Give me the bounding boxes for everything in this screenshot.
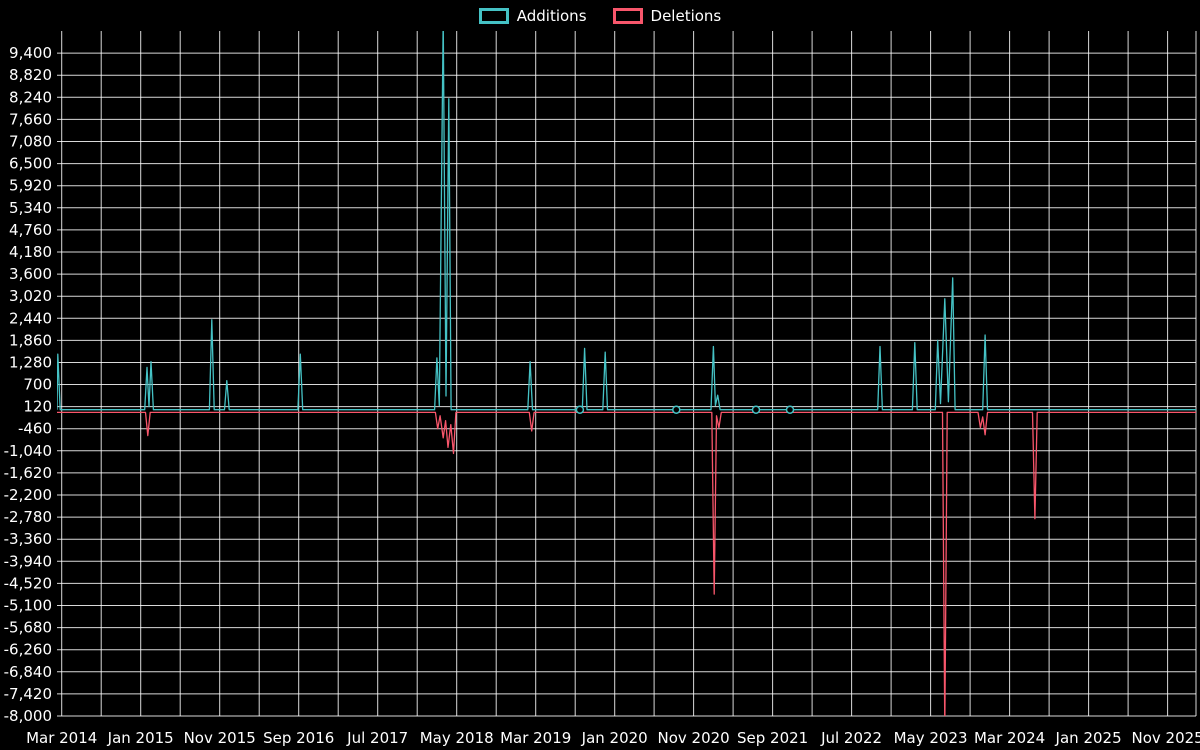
svg-text:-2,780: -2,780 xyxy=(4,508,52,526)
svg-text:4,760: 4,760 xyxy=(9,221,52,239)
svg-text:Jul 2017: Jul 2017 xyxy=(346,729,408,747)
svg-text:-6,840: -6,840 xyxy=(4,663,52,681)
svg-text:Mar 2014: Mar 2014 xyxy=(26,729,97,747)
legend-item-additions[interactable]: Additions xyxy=(478,7,587,25)
svg-text:Mar 2019: Mar 2019 xyxy=(500,729,571,747)
svg-text:-7,420: -7,420 xyxy=(4,685,52,703)
svg-text:4,180: 4,180 xyxy=(9,243,52,261)
svg-text:3,020: 3,020 xyxy=(9,287,52,305)
svg-text:-5,100: -5,100 xyxy=(4,597,52,615)
legend-item-deletions[interactable]: Deletions xyxy=(612,7,722,25)
svg-text:1,860: 1,860 xyxy=(9,331,52,349)
svg-text:6,500: 6,500 xyxy=(9,155,52,173)
svg-text:5,340: 5,340 xyxy=(9,199,52,217)
svg-text:2,440: 2,440 xyxy=(9,309,52,327)
svg-text:May 2018: May 2018 xyxy=(420,729,494,747)
svg-text:Mar 2024: Mar 2024 xyxy=(974,729,1045,747)
svg-text:Sep 2016: Sep 2016 xyxy=(263,729,334,747)
svg-text:Nov 2025: Nov 2025 xyxy=(1131,729,1200,747)
svg-text:1,280: 1,280 xyxy=(9,354,52,372)
svg-text:3,600: 3,600 xyxy=(9,265,52,283)
deletions-label: Deletions xyxy=(650,7,722,25)
svg-text:-3,940: -3,940 xyxy=(4,552,52,570)
svg-text:8,240: 8,240 xyxy=(9,88,52,106)
svg-text:Jan 2015: Jan 2015 xyxy=(107,729,174,747)
svg-text:-1,040: -1,040 xyxy=(4,442,52,460)
svg-text:Jan 2025: Jan 2025 xyxy=(1055,729,1122,747)
svg-text:Nov 2015: Nov 2015 xyxy=(184,729,256,747)
svg-text:8,820: 8,820 xyxy=(9,66,52,84)
svg-text:-4,520: -4,520 xyxy=(4,574,52,592)
svg-text:-1,620: -1,620 xyxy=(4,464,52,482)
svg-text:-6,260: -6,260 xyxy=(4,641,52,659)
svg-text:Sep 2021: Sep 2021 xyxy=(737,729,808,747)
svg-text:-2,200: -2,200 xyxy=(4,486,52,504)
svg-text:-8,000: -8,000 xyxy=(4,707,52,725)
svg-text:7,660: 7,660 xyxy=(9,110,52,128)
svg-text:7,080: 7,080 xyxy=(9,133,52,151)
additions-label: Additions xyxy=(516,7,587,25)
svg-text:Nov 2020: Nov 2020 xyxy=(657,729,729,747)
deletions-swatch-icon xyxy=(612,8,643,24)
svg-text:Jan 2020: Jan 2020 xyxy=(581,729,648,747)
svg-text:-5,680: -5,680 xyxy=(4,619,52,637)
chart-legend: Additions Deletions xyxy=(0,7,1200,25)
svg-text:700: 700 xyxy=(23,376,52,394)
svg-text:Jul 2022: Jul 2022 xyxy=(820,729,882,747)
svg-text:-3,360: -3,360 xyxy=(4,530,52,548)
svg-text:May 2023: May 2023 xyxy=(894,729,968,747)
svg-text:120: 120 xyxy=(23,398,52,416)
svg-text:-460: -460 xyxy=(18,420,52,438)
additions-swatch-icon xyxy=(478,8,509,24)
svg-text:9,400: 9,400 xyxy=(9,44,52,62)
svg-text:5,920: 5,920 xyxy=(9,177,52,195)
